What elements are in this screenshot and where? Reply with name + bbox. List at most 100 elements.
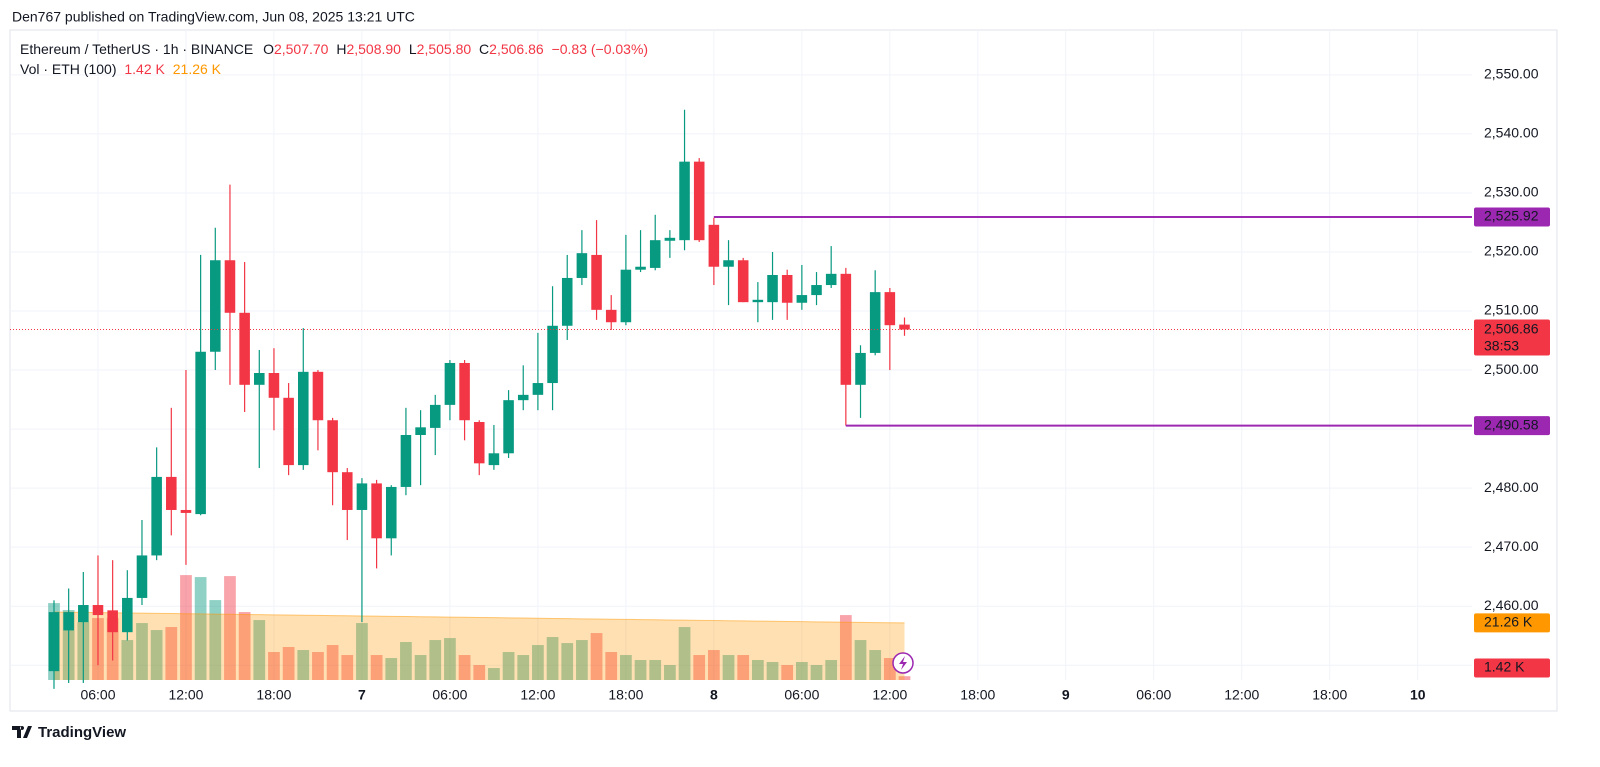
legend-volume: Vol · ETH (100) 1.42 K 21.26 K — [20, 61, 222, 77]
legend-main: Ethereum / TetherUS · 1h · BINANCE O2,50… — [20, 41, 648, 57]
candle-body — [591, 254, 602, 310]
last-price-label: 2,506.86 — [1484, 320, 1539, 336]
volume-bar — [766, 662, 779, 680]
ohlc-key: L — [409, 41, 417, 57]
candle-body — [166, 476, 177, 510]
volume-pane — [48, 575, 911, 680]
candle-body — [693, 161, 705, 241]
volume-bar — [620, 655, 632, 680]
logo-mark — [12, 726, 32, 738]
change: −0.83 (−0.03%) — [552, 41, 649, 57]
candle-body — [855, 352, 866, 385]
candle-body — [532, 383, 544, 395]
candle-body — [122, 597, 133, 633]
volume-bar — [517, 655, 530, 680]
volume-bar — [253, 620, 266, 680]
candle-body — [825, 273, 837, 286]
candle-body — [517, 394, 529, 401]
candle-body — [180, 509, 192, 513]
volume-bar — [781, 665, 794, 680]
y-tick-label: 2,520.00 — [1484, 243, 1539, 259]
x-tick-label: 18:00 — [256, 687, 291, 703]
candle-body — [429, 404, 441, 428]
volume-bar — [150, 630, 163, 680]
candle-body — [400, 434, 412, 487]
volume-ma: 21.26 K — [173, 61, 222, 77]
candle-body — [459, 362, 470, 421]
volume-bar — [370, 655, 383, 680]
volume-bar — [297, 650, 310, 680]
volume-bar — [180, 575, 192, 680]
grid: 2,450.002,460.002,470.002,480.002,490.00… — [10, 30, 1539, 703]
candle-body — [561, 277, 573, 326]
candle-body — [298, 371, 309, 466]
ohlc-key: H — [336, 41, 346, 57]
volume-bar — [576, 640, 588, 680]
volume-bar — [502, 652, 515, 680]
volume-last-badge-bg — [1474, 658, 1550, 678]
candle-body — [547, 325, 558, 384]
volume-bar — [385, 658, 398, 680]
volume-bar — [356, 623, 368, 680]
volume-last-badge: 1.42 K — [1484, 659, 1525, 675]
x-tick-label: 06:00 — [432, 687, 467, 703]
candle-body — [649, 240, 661, 268]
ohlc-value: 2,507.70 — [274, 41, 329, 57]
volume-bar — [268, 652, 280, 680]
candle-body — [840, 273, 852, 385]
volume-bar — [839, 615, 852, 680]
volume-bar — [282, 647, 295, 680]
x-tick-label: 10 — [1410, 687, 1426, 703]
volume-bar — [869, 650, 882, 680]
candle-body — [210, 260, 221, 352]
volume-ma-badge: 21.26 K — [1484, 614, 1533, 630]
candle-body — [899, 324, 910, 330]
volume-bar — [883, 658, 896, 680]
volume-bar — [708, 650, 720, 680]
candle-body — [869, 292, 881, 353]
candle-body — [737, 260, 749, 303]
volume-bar — [898, 676, 911, 680]
volume-bar — [136, 623, 148, 680]
volume-bar — [312, 652, 324, 680]
countdown: 38:53 — [1484, 337, 1519, 353]
candle-body — [312, 371, 324, 421]
x-tick-label: 18:00 — [1312, 687, 1347, 703]
volume-bar — [473, 665, 486, 680]
candle-body — [664, 237, 676, 241]
volume-bar — [165, 627, 178, 680]
footer: TradingView — [38, 724, 126, 741]
symbol: Ethereum / TetherUS · 1h · BINANCE — [20, 41, 253, 57]
level-label-bg — [1474, 416, 1550, 436]
volume-bar — [678, 627, 691, 680]
candle-body — [605, 309, 617, 323]
volume-bar — [854, 640, 867, 680]
volume-bar — [194, 577, 207, 680]
candle-body — [576, 253, 588, 278]
volume-bar — [341, 655, 354, 680]
ohlc-value: 2,506.86 — [489, 41, 544, 57]
volume-bar — [429, 640, 442, 680]
x-tick-label: 06:00 — [784, 687, 819, 703]
volume-ma-line — [53, 611, 905, 624]
y-tick-label: 2,470.00 — [1484, 538, 1539, 554]
volume-ma-badge-bg — [1474, 613, 1550, 633]
volume-bar — [722, 655, 735, 680]
volume-bar — [810, 665, 823, 680]
level-label: 2,525.92 — [1484, 208, 1539, 224]
x-tick-label: 12:00 — [1224, 687, 1259, 703]
last-price-bg — [1474, 319, 1550, 356]
candle-body — [708, 224, 720, 267]
candle-body — [723, 260, 734, 267]
x-tick-label: 06:00 — [1136, 687, 1171, 703]
candle-body — [327, 420, 338, 473]
candle-body — [620, 269, 632, 323]
x-tick-label: 18:00 — [608, 687, 643, 703]
y-tick-label: 2,480.00 — [1484, 479, 1539, 495]
candle-body — [415, 427, 426, 435]
ohlc-key: O — [263, 41, 274, 57]
x-tick-label: 9 — [1062, 687, 1070, 703]
